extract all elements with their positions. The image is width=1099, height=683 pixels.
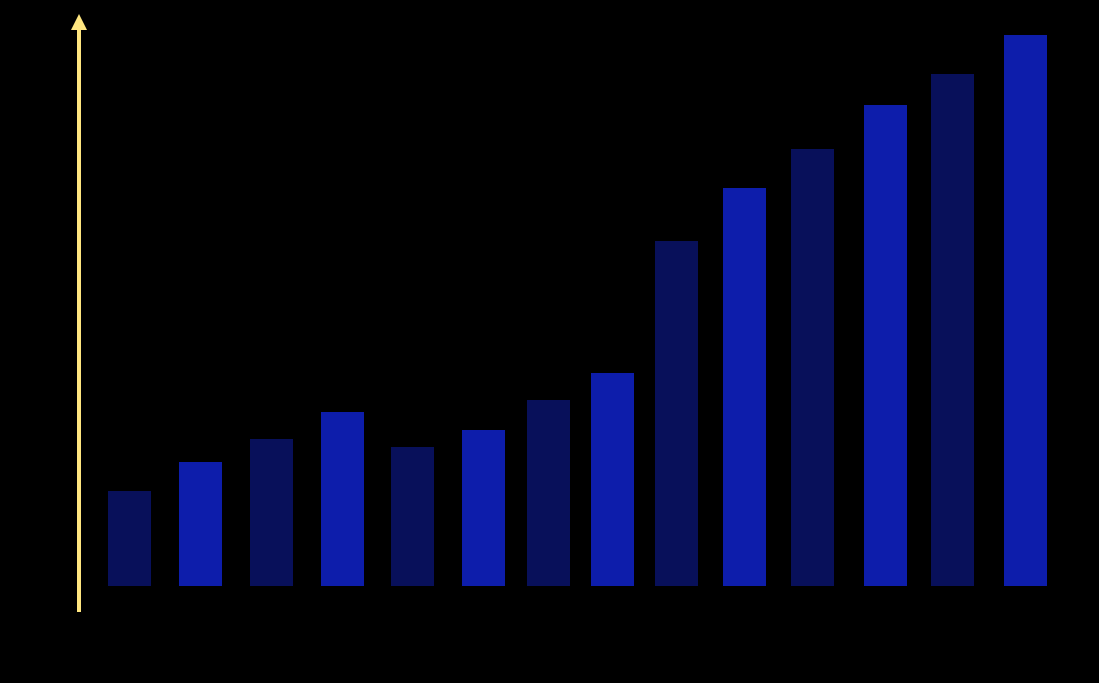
bar-14 [1004,35,1047,586]
bar-6 [462,430,505,586]
bar-11 [791,149,834,586]
bar-12 [864,105,907,586]
bar-9 [655,241,698,586]
bar-3 [250,439,293,586]
bar-13 [931,74,974,586]
y-axis-arrow-icon [71,14,87,30]
bars-group [108,35,1047,586]
bar-1 [108,491,151,586]
bar-4 [321,412,364,586]
bar-8 [591,373,634,586]
bar-10 [723,188,766,586]
bar-5 [391,447,434,586]
bar-2 [179,462,222,586]
bar-7 [527,400,570,586]
